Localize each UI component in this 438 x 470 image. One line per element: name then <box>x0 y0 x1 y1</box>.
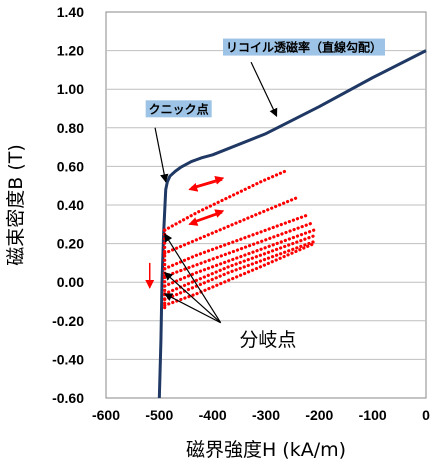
y-tick-label: 0.40 <box>57 197 84 213</box>
direction-arrows <box>145 176 225 289</box>
direction-arrow <box>188 212 223 226</box>
y-tick-label: -0.60 <box>52 390 84 406</box>
y-tick-label: -0.40 <box>52 351 84 367</box>
y-axis-title: 磁束密度B (T) <box>5 144 27 266</box>
recoil-line <box>163 195 300 255</box>
annotation-pointer <box>250 61 278 117</box>
y-tick-label: 1.00 <box>57 81 84 97</box>
y-tick-label: 0.60 <box>57 158 84 174</box>
x-tick-label: -500 <box>145 407 173 423</box>
y-tick-label: 0.80 <box>57 120 84 136</box>
direction-arrow <box>191 176 225 189</box>
recoil-line <box>163 242 316 307</box>
annotation-label: クニック点 <box>149 101 209 116</box>
data-series <box>157 49 427 399</box>
annotation-label: 分岐点 <box>239 329 296 351</box>
tick-labels: 1.40 1.20 1.00 0.80 0.60 0.40 0.20 0.00 -0.20 -0.… <box>52 4 430 423</box>
x-tick-label: -200 <box>305 407 333 423</box>
recoil-line <box>163 240 316 302</box>
annotation-pointer <box>154 127 169 183</box>
x-tick-label: 0 <box>422 407 430 423</box>
demagnetization-curve <box>157 49 427 399</box>
y-tick-label: 1.20 <box>57 43 84 59</box>
x-tick-label: -400 <box>199 407 227 423</box>
y-tick-label: 0.20 <box>57 236 84 252</box>
x-axis-title: 磁界強度H (kA/m) <box>186 439 346 461</box>
x-tick-label: -600 <box>92 407 120 423</box>
y-tick-label: 1.40 <box>57 4 84 20</box>
annotation-label: リコイル透磁率（直線勾配） <box>226 40 382 55</box>
y-tick-label: -0.20 <box>52 313 84 329</box>
annotation-pointer <box>163 293 221 324</box>
recoil-line <box>163 234 316 296</box>
y-tick-label: 0.00 <box>57 274 84 290</box>
gridlines <box>106 50 426 360</box>
annotation-label-box <box>223 38 386 56</box>
annotation-pointer <box>164 271 222 324</box>
recoil-line <box>163 168 289 232</box>
recoil-line <box>163 213 311 271</box>
direction-arrow <box>188 179 223 192</box>
recoil-line <box>163 228 316 288</box>
annotation-pointer <box>164 233 222 324</box>
x-tick-label: -300 <box>252 407 280 423</box>
x-tick-label: -100 <box>359 407 387 423</box>
annotation-label-box <box>145 100 212 118</box>
